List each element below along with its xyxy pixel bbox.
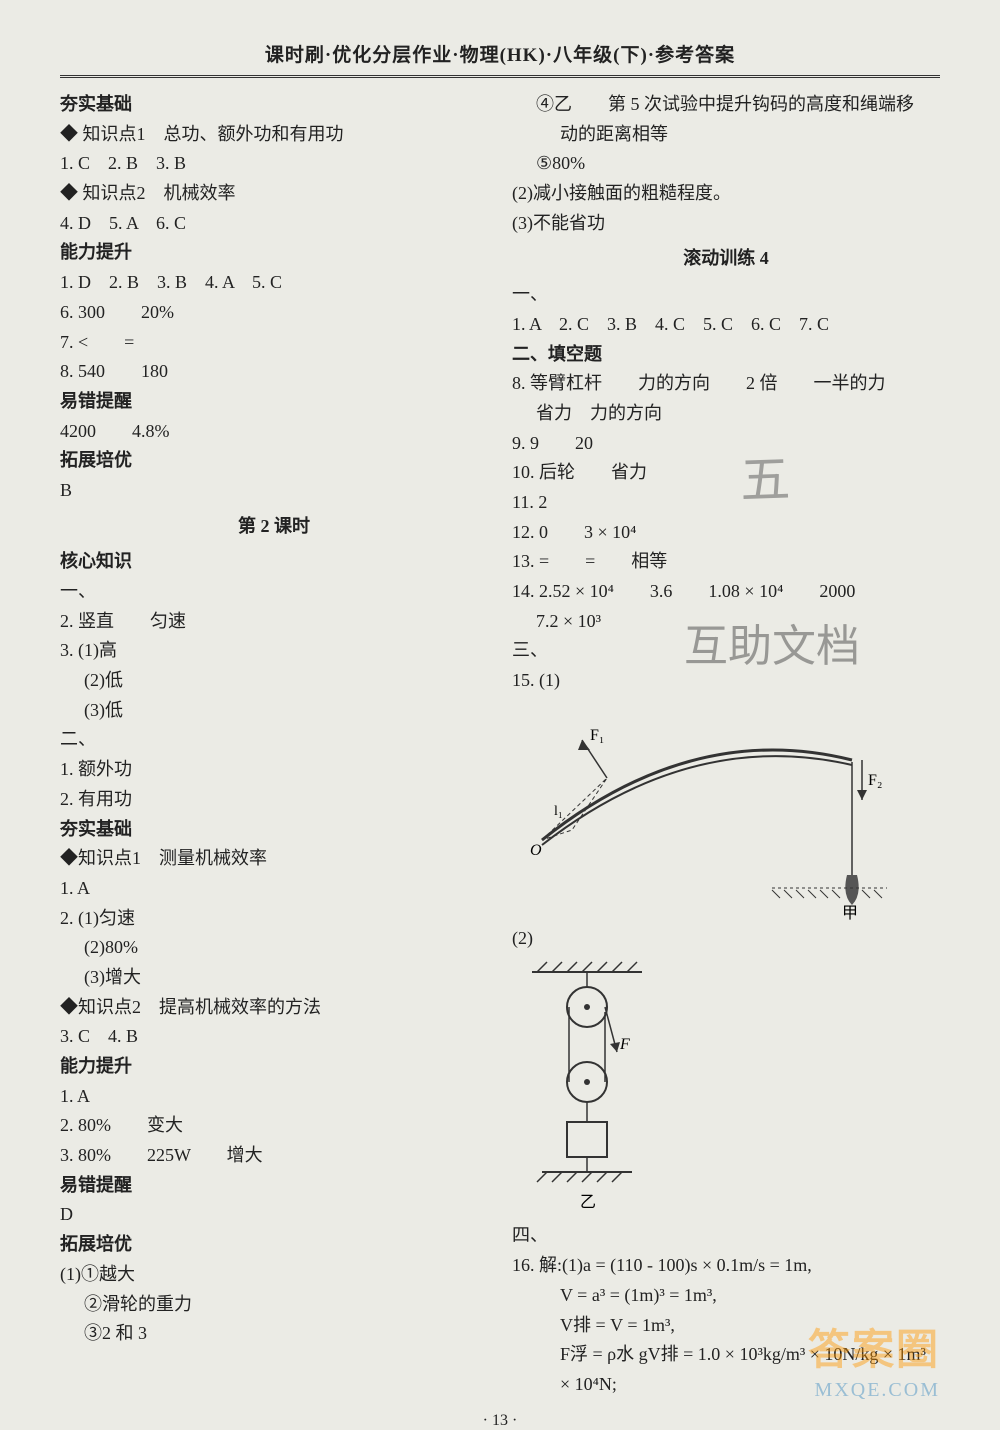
figure-label: 乙: [580, 1194, 596, 1211]
answer-line: B: [60, 476, 488, 506]
sub-heading: 二、填空题: [512, 340, 940, 370]
sub-heading: 四、: [512, 1221, 940, 1251]
answer-line: 13. = = 相等: [512, 547, 940, 577]
answer-line: ③2 和 3: [60, 1319, 488, 1349]
answer-line: 动的距离相等: [512, 120, 940, 150]
answer-line: 2. 有用功: [60, 785, 488, 815]
section-heading: 能力提升: [60, 1052, 488, 1082]
answer-line: 10. 后轮 省力: [512, 458, 940, 488]
answer-line: 7. < =: [60, 328, 488, 358]
sub-heading: 一、: [60, 577, 488, 607]
answer-line: 4. D 5. A 6. C: [60, 209, 488, 239]
sub-heading: 一、: [512, 280, 940, 310]
answer-line: 2. 竖直 匀速: [60, 607, 488, 637]
answer-line: ④乙 第 5 次试验中提升钩码的高度和绳端移: [512, 90, 940, 120]
section-heading: 能力提升: [60, 238, 488, 268]
knowledge-point: ◆知识点1 测量机械效率: [60, 844, 488, 874]
answer-line: 3. 80% 225W 增大: [60, 1141, 488, 1171]
answer-line: (2)减小接触面的粗糙程度。: [512, 179, 940, 209]
section-heading: 滚动训练 4: [512, 244, 940, 274]
diagram-pulley: F 乙: [512, 957, 672, 1217]
page-header: 课时刷·优化分层作业·物理(HK)·八年级(下)·参考答案: [60, 40, 940, 78]
answer-line: (2)低: [60, 666, 488, 696]
knowledge-point: ◆知识点2 提高机械效率的方法: [60, 993, 488, 1023]
section-heading: 核心知识: [60, 547, 488, 577]
answer-line: 6. 300 20%: [60, 298, 488, 328]
watermark-char: 五: [739, 439, 791, 513]
answer-line: (2)80%: [60, 933, 488, 963]
section-heading: 易错提醒: [60, 387, 488, 417]
diagram-fishing-rod: F₁ F₂ l₁ O 甲: [512, 700, 892, 920]
right-column: ④乙 第 5 次试验中提升钩码的高度和绳端移 动的距离相等 ⑤80% (2)减小…: [512, 90, 940, 1400]
label-o: O: [530, 842, 542, 859]
answer-line: 2. (1)匀速: [60, 904, 488, 934]
page-number: · 13 ·: [60, 1412, 940, 1430]
answer-line: (3)增大: [60, 963, 488, 993]
knowledge-point: ◆ 知识点2 机械效率: [60, 179, 488, 209]
section-heading: 夯实基础: [60, 90, 488, 120]
watermark-brand: 答案圈: [808, 1316, 940, 1377]
answer-line: 1. A 2. C 3. B 4. C 5. C 6. C 7. C: [512, 310, 940, 340]
sub-heading: 二、: [60, 725, 488, 755]
label-l1: l₁: [554, 804, 563, 819]
label-f1: F₁: [590, 727, 604, 744]
watermark-text: 互助文档: [684, 610, 860, 674]
answer-line: ②滑轮的重力: [60, 1290, 488, 1320]
answer-line: 3. C 4. B: [60, 1022, 488, 1052]
answer-line: (1)①越大: [60, 1260, 488, 1290]
answer-line: 省力 力的方向: [512, 399, 940, 429]
section-heading: 夯实基础: [60, 815, 488, 845]
answer-line: 1. 额外功: [60, 755, 488, 785]
page-container: 课时刷·优化分层作业·物理(HK)·八年级(下)·参考答案 夯实基础 ◆ 知识点…: [0, 0, 1000, 1402]
answer-line: 12. 0 3 × 10⁴: [512, 518, 940, 548]
lesson-heading: 第 2 课时: [60, 512, 488, 542]
answer-line: 8. 540 180: [60, 357, 488, 387]
watermark-url: MXQE.COM: [815, 1379, 940, 1402]
label-f: F: [619, 1036, 630, 1053]
knowledge-point: ◆ 知识点1 总功、额外功和有用功: [60, 120, 488, 150]
answer-line: 2. 80% 变大: [60, 1111, 488, 1141]
answer-line: 14. 2.52 × 10⁴ 3.6 1.08 × 10⁴ 2000: [512, 577, 940, 607]
answer-line: (3)低: [60, 696, 488, 726]
answer-line: 1. D 2. B 3. B 4. A 5. C: [60, 268, 488, 298]
answer-line: ⑤80%: [512, 149, 940, 179]
answer-line: 3. (1)高: [60, 636, 488, 666]
label-f2: F₂: [868, 772, 882, 789]
content-columns: 夯实基础 ◆ 知识点1 总功、额外功和有用功 1. C 2. B 3. B ◆ …: [60, 90, 940, 1400]
section-heading: 拓展培优: [60, 446, 488, 476]
answer-line: 1. C 2. B 3. B: [60, 149, 488, 179]
answer-line: (3)不能省功: [512, 209, 940, 239]
answer-line: 4200 4.8%: [60, 417, 488, 447]
answer-line: 16. 解:(1)a = (110 - 100)s × 0.1m/s = 1m,: [512, 1251, 940, 1281]
answer-line: 1. A: [60, 1082, 488, 1112]
answer-line: 1. A: [60, 874, 488, 904]
answer-line: D: [60, 1200, 488, 1230]
answer-line: V = a³ = (1m)³ = 1m³,: [512, 1281, 940, 1311]
answer-line: 9. 9 20: [512, 429, 940, 459]
section-heading: 易错提醒: [60, 1171, 488, 1201]
section-heading: 拓展培优: [60, 1230, 488, 1260]
answer-line: 8. 等臂杠杆 力的方向 2 倍 一半的力: [512, 369, 940, 399]
answer-line: (2): [512, 924, 940, 954]
figure-label: 甲: [842, 905, 858, 920]
left-column: 夯实基础 ◆ 知识点1 总功、额外功和有用功 1. C 2. B 3. B ◆ …: [60, 90, 488, 1400]
answer-line: 11. 2: [512, 488, 940, 518]
